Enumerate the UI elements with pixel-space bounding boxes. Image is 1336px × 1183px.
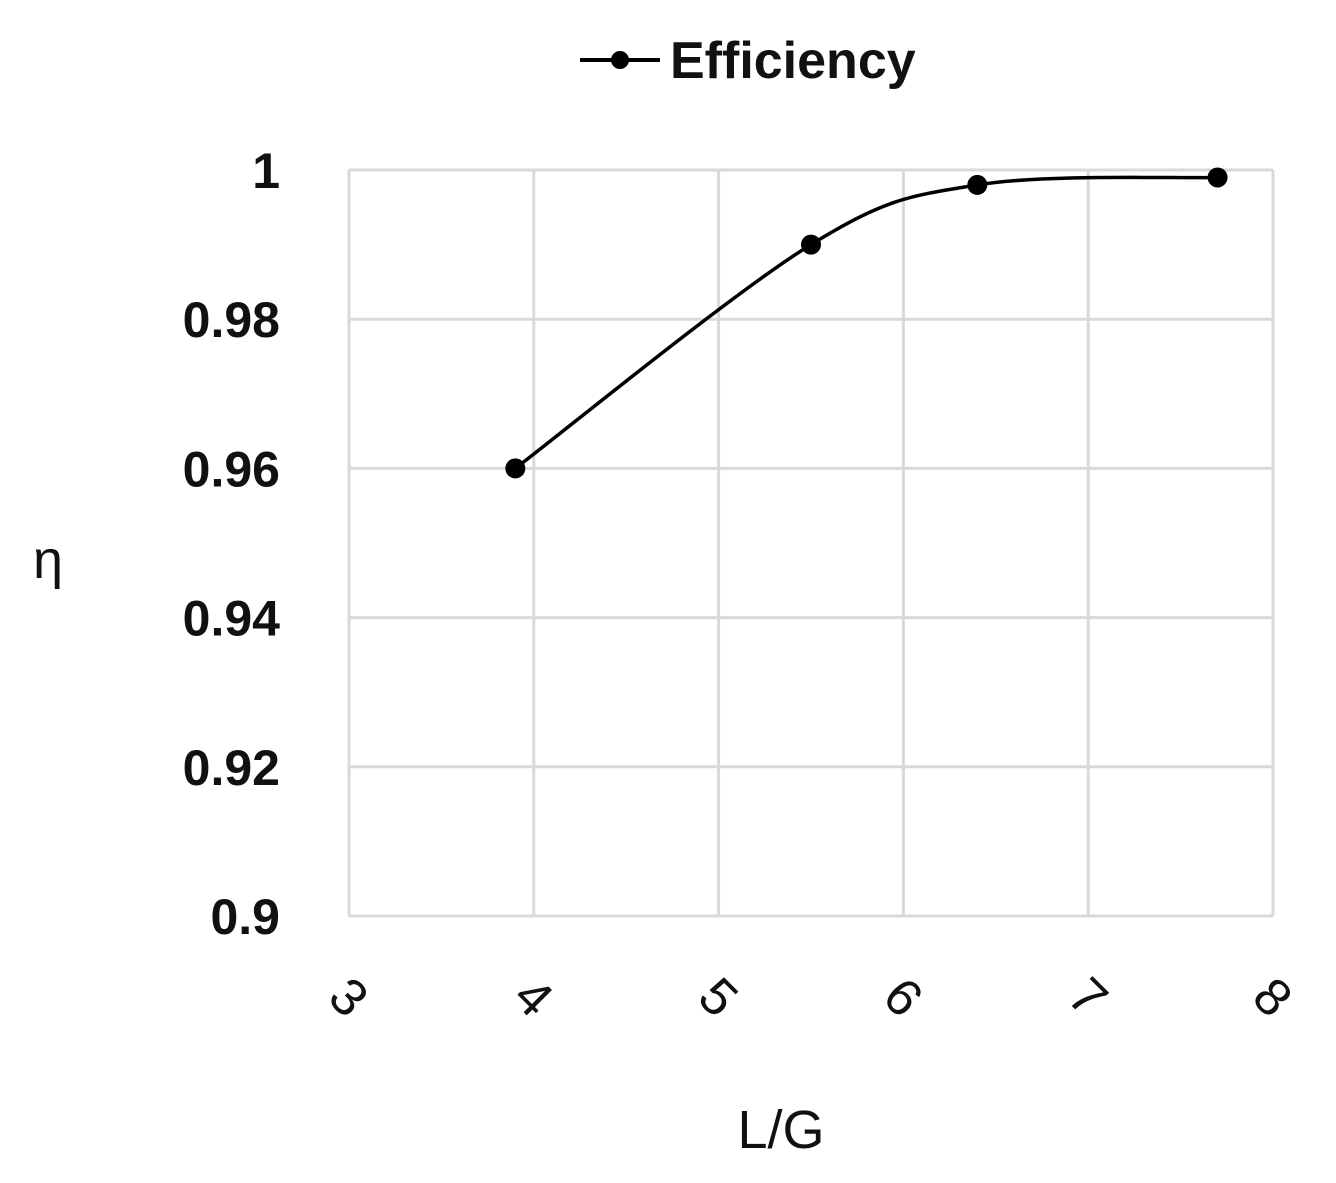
legend-marker: [611, 51, 629, 69]
data-point: [801, 234, 821, 255]
x-tick-label: 4: [502, 967, 563, 1028]
grid: [347, 168, 1275, 918]
series-line: [514, 175, 1218, 470]
y-tick-label: 0.92: [183, 740, 280, 796]
x-axis-title: L/G: [737, 1100, 824, 1160]
y-tick-label: 0.9: [210, 889, 280, 945]
y-tick-label: 1: [252, 143, 280, 199]
x-tick-label: 7: [1057, 967, 1118, 1028]
x-tick-label: 6: [872, 967, 933, 1028]
y-tick-labels: 0.9 0.92 0.94 0.96 0.98 1: [183, 143, 281, 945]
x-tick-label: 5: [687, 967, 748, 1028]
y-tick-label: 0.98: [183, 292, 280, 348]
series-efficiency: [505, 167, 1228, 479]
legend: Efficiency: [580, 32, 916, 90]
y-tick-label: 0.94: [183, 591, 281, 647]
data-point: [505, 458, 526, 479]
data-point: [1207, 167, 1228, 188]
x-tick-label: 8: [1242, 967, 1303, 1028]
y-tick-label: 0.96: [183, 441, 280, 497]
data-point: [967, 174, 988, 195]
y-axis-title: η: [33, 530, 63, 590]
legend-label: Efficiency: [670, 32, 916, 90]
x-tick-labels: 3 4 5 6 7 8: [318, 967, 1303, 1028]
x-tick-label: 3: [318, 967, 379, 1028]
